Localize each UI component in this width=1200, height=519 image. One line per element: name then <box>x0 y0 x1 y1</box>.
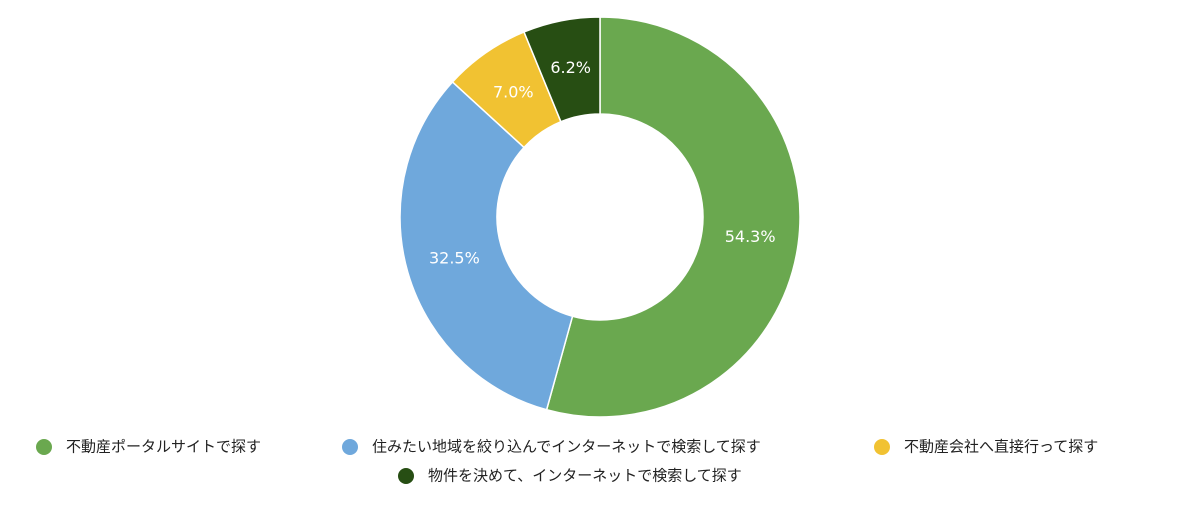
legend-marker <box>342 439 358 455</box>
legend-marker <box>36 439 52 455</box>
slice <box>545 16 801 418</box>
slice <box>523 16 601 123</box>
legend-label: 物件を決めて、インターネットで検索して探す <box>428 467 742 485</box>
legend-label: 住みたい地域を絞り込んでインターネットで検索して探す <box>372 438 761 456</box>
data-label: 54.3% <box>725 227 776 246</box>
legend-marker <box>398 468 414 484</box>
data-label: 32.5% <box>429 248 480 267</box>
legend-label: 不動産ポータルサイトで探す <box>66 438 261 456</box>
data-label: 6.2% <box>550 58 591 77</box>
legend-label: 不動産会社へ直接行って探す <box>904 438 1098 456</box>
legend-marker <box>874 439 890 455</box>
data-label: 7.0% <box>493 82 534 101</box>
slice <box>399 80 574 411</box>
